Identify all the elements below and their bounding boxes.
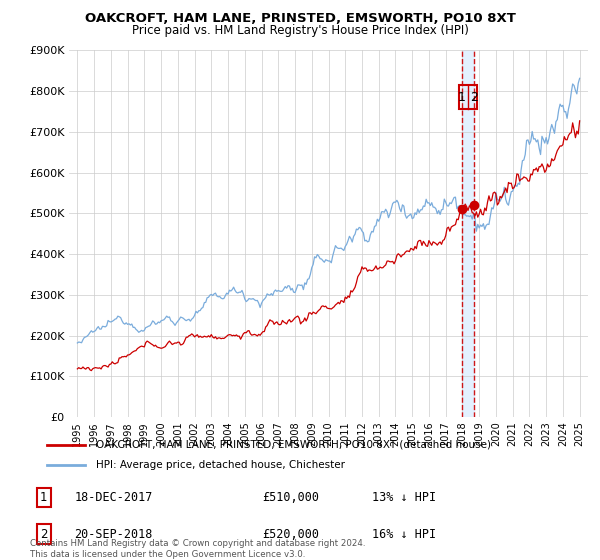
Text: Price paid vs. HM Land Registry's House Price Index (HPI): Price paid vs. HM Land Registry's House …	[131, 24, 469, 37]
Text: 2: 2	[40, 528, 47, 540]
Bar	[459, 85, 477, 110]
Text: 1: 1	[40, 491, 47, 504]
Text: £510,000: £510,000	[262, 491, 319, 504]
Text: OAKCROFT, HAM LANE, PRINSTED, EMSWORTH, PO10 8XT: OAKCROFT, HAM LANE, PRINSTED, EMSWORTH, …	[85, 12, 515, 25]
Text: 20-SEP-2018: 20-SEP-2018	[74, 528, 152, 540]
Text: 2: 2	[470, 91, 478, 104]
Text: HPI: Average price, detached house, Chichester: HPI: Average price, detached house, Chic…	[96, 460, 345, 470]
Text: 13% ↓ HPI: 13% ↓ HPI	[372, 491, 436, 504]
Text: £520,000: £520,000	[262, 528, 319, 540]
Text: OAKCROFT, HAM LANE, PRINSTED, EMSWORTH, PO10 8XT (detached house): OAKCROFT, HAM LANE, PRINSTED, EMSWORTH, …	[96, 440, 491, 450]
Text: 1: 1	[458, 91, 466, 104]
Text: Contains HM Land Registry data © Crown copyright and database right 2024.
This d: Contains HM Land Registry data © Crown c…	[30, 539, 365, 559]
Text: 18-DEC-2017: 18-DEC-2017	[74, 491, 152, 504]
Bar	[462, 50, 475, 417]
Text: 16% ↓ HPI: 16% ↓ HPI	[372, 528, 436, 540]
